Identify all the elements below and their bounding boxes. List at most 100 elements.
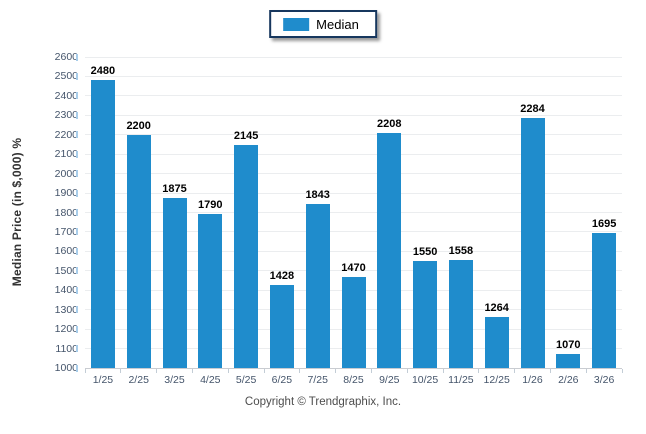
x-tick-label: 5/25 [235, 374, 257, 386]
bar-value-label: 1875 [162, 182, 187, 195]
y-tick-mark [76, 150, 78, 158]
y-tick-label: 2500 [54, 70, 78, 83]
x-tick-mark [478, 369, 480, 373]
x-tick-label: 8/25 [343, 374, 364, 386]
gridline [85, 56, 622, 58]
y-tick-mark [76, 72, 78, 80]
bar-value-label: 1070 [556, 339, 581, 352]
bar-3-25 [162, 197, 187, 368]
x-tick-label: 9/25 [379, 374, 400, 386]
y-tick-label: 1800 [54, 206, 78, 219]
chart-legend: Median [269, 10, 377, 38]
bar-10-25 [413, 261, 438, 368]
bar-value-label: 1695 [591, 217, 617, 230]
gridline [85, 231, 622, 233]
copyright-text: Copyright © Trendgraphix, Inc. [244, 396, 402, 408]
x-tick-mark [442, 369, 444, 373]
bar-1-26 [520, 118, 545, 368]
x-tick-label: 7/25 [307, 374, 328, 386]
y-tick-label: 1500 [54, 264, 78, 277]
x-tick-mark [227, 369, 229, 373]
y-tick-mark [76, 364, 78, 372]
x-tick-label: 3/25 [164, 374, 185, 386]
x-tick-label: 3/26 [593, 374, 615, 386]
gridline [85, 173, 622, 175]
y-tick-label: 2400 [54, 89, 78, 102]
legend-median-label: Median [316, 16, 359, 32]
y-tick-mark [76, 131, 78, 139]
x-tick-mark [191, 369, 193, 373]
bar-8-25 [341, 276, 366, 368]
y-tick-mark [76, 111, 78, 119]
gridline [85, 95, 622, 97]
y-tick-label: 1900 [54, 187, 78, 200]
bar-1-25 [90, 80, 115, 368]
bar-value-label: 2200 [126, 119, 151, 132]
bar-value-label: 1470 [341, 261, 366, 274]
bar-5-25 [234, 145, 259, 368]
y-tick-label: 2000 [54, 167, 78, 180]
y-tick-mark [76, 286, 78, 294]
x-tick-mark [120, 369, 122, 373]
x-tick-mark [299, 369, 301, 373]
x-tick-mark [84, 369, 86, 373]
bar-value-label: 1843 [305, 189, 330, 202]
y-tick-label: 2100 [54, 148, 78, 161]
x-tick-mark [406, 369, 408, 373]
x-tick-label: 2/25 [128, 374, 149, 386]
bar-3-26 [592, 232, 617, 368]
bar-value-label: 1264 [484, 301, 509, 314]
legend-median-swatch [283, 17, 310, 31]
y-tick-mark [76, 170, 78, 178]
x-tick-label: 10/25 [411, 374, 439, 386]
y-tick-mark [76, 345, 78, 353]
gridline [85, 153, 622, 155]
gridline [85, 114, 622, 116]
bar-11-25 [448, 259, 473, 368]
y-tick-mark [76, 306, 78, 314]
bar-value-label: 1790 [198, 199, 223, 212]
y-tick-mark [76, 325, 78, 333]
gridline [85, 250, 622, 252]
x-tick-label: 4/25 [200, 374, 221, 386]
y-tick-label: 1200 [54, 323, 78, 336]
bar-6-25 [269, 284, 294, 368]
y-tick-mark [76, 228, 78, 236]
bar-value-label: 1558 [448, 244, 474, 257]
y-tick-mark [76, 247, 78, 255]
bar-7-25 [305, 204, 330, 368]
x-tick-mark [156, 369, 158, 373]
y-tick-mark [76, 209, 78, 216]
y-tick-mark [76, 267, 78, 275]
bar-4-25 [198, 214, 223, 368]
x-tick-label: 6/25 [271, 374, 293, 386]
gridline [85, 192, 622, 194]
y-tick-mark [76, 53, 78, 61]
gridline [85, 270, 622, 272]
gridline [85, 212, 622, 213]
bar-value-label: 2145 [233, 130, 259, 143]
bar-12-25 [484, 316, 509, 368]
x-tick-mark [370, 369, 372, 373]
x-tick-mark [621, 369, 623, 373]
y-tick-label: 1000 [54, 362, 78, 374]
x-tick-label: 1/25 [92, 374, 114, 386]
y-tick-label: 2200 [54, 128, 78, 141]
x-tick-label: 2/26 [558, 374, 579, 386]
x-tick-mark [549, 369, 551, 373]
x-axis-line [85, 367, 622, 369]
bar-2-26 [556, 354, 581, 368]
y-tick-label: 1600 [54, 245, 78, 258]
y-tick-mark [76, 189, 78, 197]
y-tick-label: 2300 [54, 109, 78, 122]
bar-value-label: 2284 [520, 103, 545, 116]
x-tick-label: 12/25 [483, 374, 510, 386]
x-tick-mark [514, 369, 516, 373]
bar-value-label: 1550 [412, 246, 438, 259]
bar-9-25 [377, 133, 402, 368]
y-tick-mark [76, 92, 78, 100]
x-tick-label: 11/25 [448, 374, 474, 386]
bar-value-label: 2208 [377, 118, 402, 131]
gridline [85, 75, 622, 77]
